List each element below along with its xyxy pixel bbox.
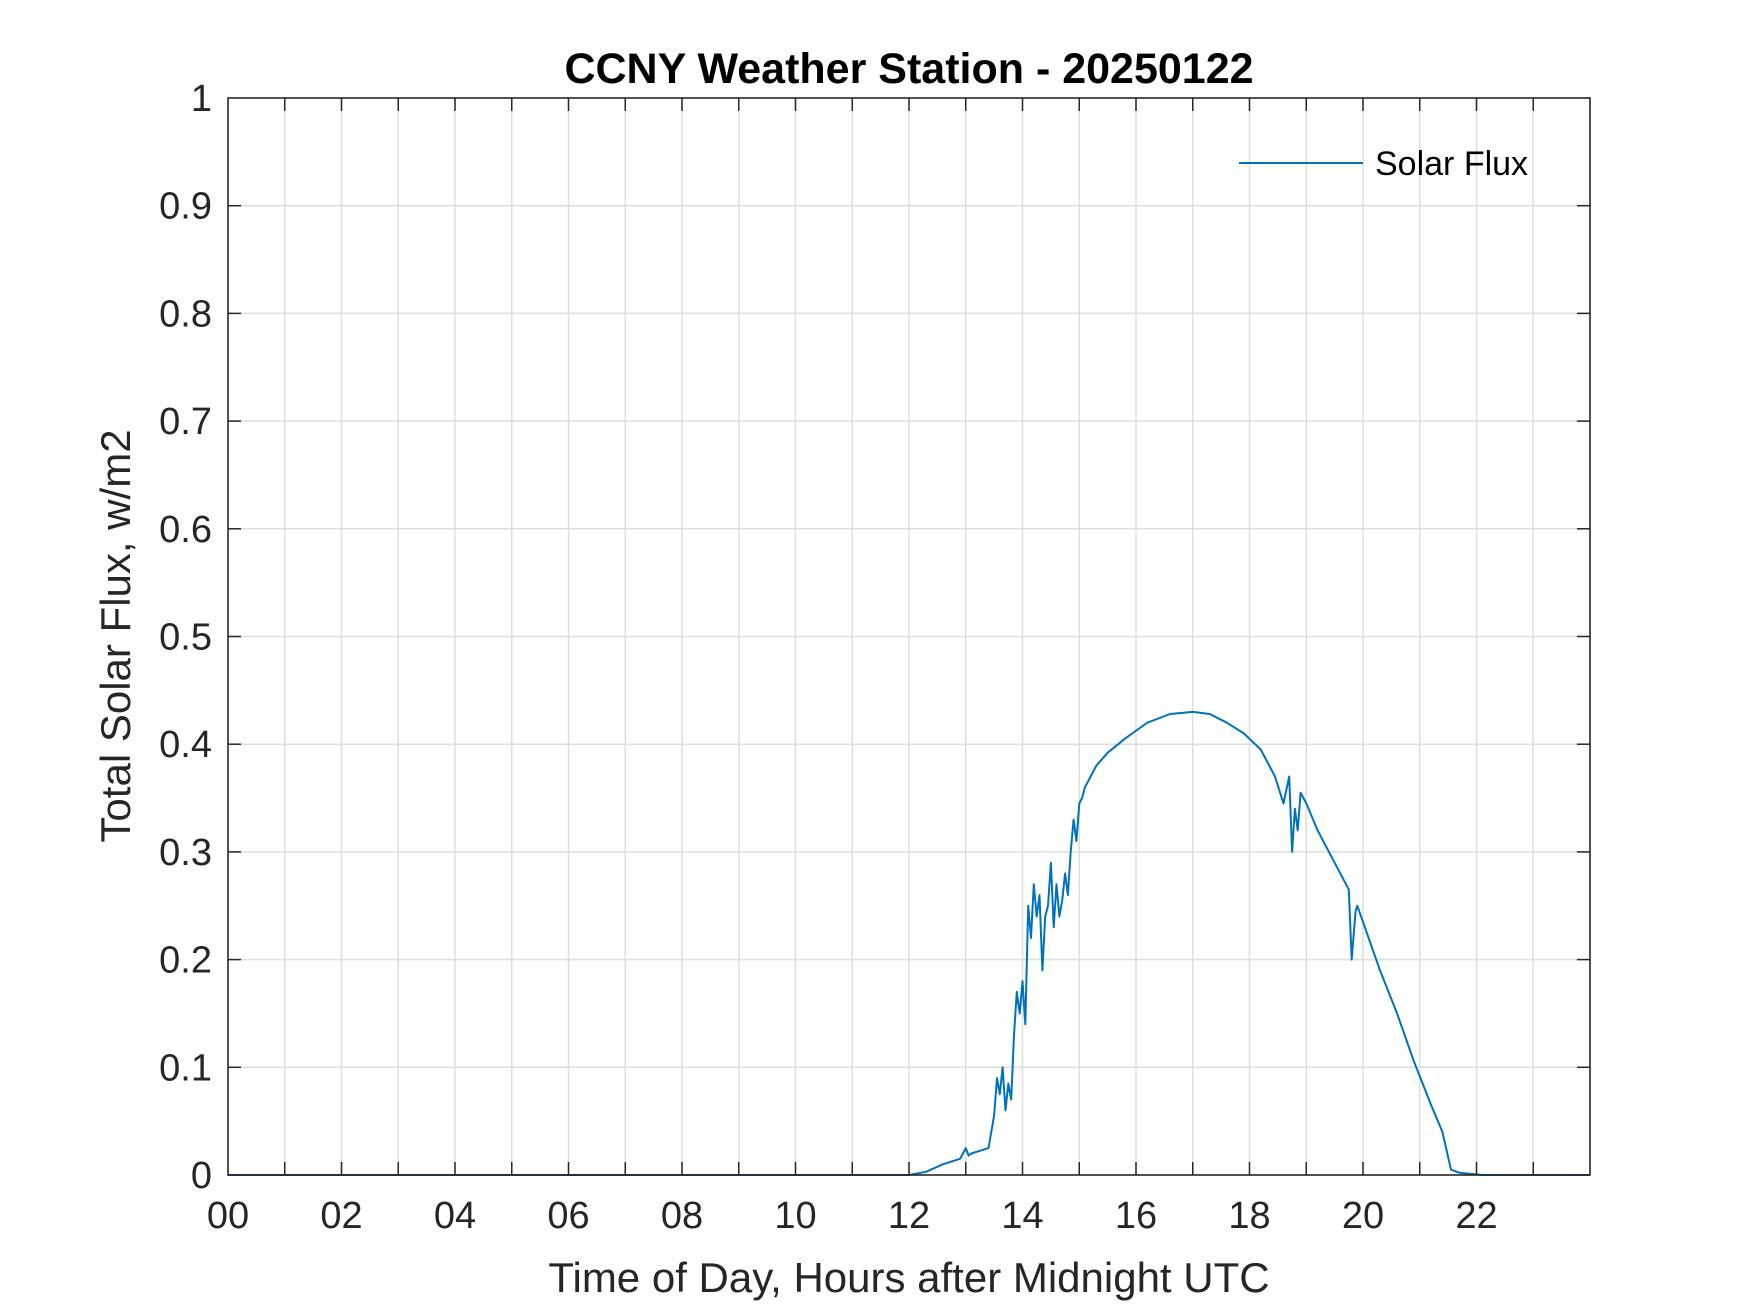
y-tick-labels: 0 0.1 0.2 0.3 0.4 0.5 0.6 0.7 0.8 0.9 1 (159, 78, 212, 1197)
y-tick-label: 0.3 (159, 832, 212, 874)
y-tick-label: 0.9 (159, 186, 212, 228)
x-tick-label: 02 (320, 1195, 362, 1237)
x-tick-label: 06 (547, 1195, 589, 1237)
x-tick-label: 04 (434, 1195, 476, 1237)
x-tick-labels: 00 02 04 06 08 10 12 14 16 18 20 22 (207, 1195, 1498, 1237)
y-tick-label: 0.1 (159, 1047, 212, 1089)
chart-title: CCNY Weather Station - 20250122 (564, 45, 1253, 93)
x-tick-label: 08 (661, 1195, 703, 1237)
y-tick-label: 0.6 (159, 509, 212, 551)
tick-marks (228, 98, 1590, 1175)
y-axis-label: Total Solar Flux, w/m2 (92, 429, 139, 842)
x-tick-label: 12 (888, 1195, 930, 1237)
x-tick-label: 00 (207, 1195, 249, 1237)
series-line-solar-flux (228, 710, 1590, 1176)
legend: Solar Flux (1239, 145, 1528, 183)
x-tick-label: 20 (1342, 1195, 1384, 1237)
series-layer (228, 710, 1590, 1176)
x-tick-label: 10 (774, 1195, 816, 1237)
y-tick-label: 0.5 (159, 617, 212, 659)
y-tick-label: 0 (191, 1155, 212, 1197)
y-tick-label: 1 (191, 78, 212, 120)
grid-lines (228, 98, 1590, 1175)
legend-label-solar-flux: Solar Flux (1375, 145, 1528, 183)
y-tick-label: 0.8 (159, 293, 212, 335)
y-tick-label: 0.4 (159, 724, 212, 766)
y-tick-label: 0.2 (159, 940, 212, 982)
x-tick-label: 16 (1115, 1195, 1157, 1237)
x-tick-label: 22 (1455, 1195, 1497, 1237)
y-tick-label: 0.7 (159, 401, 212, 443)
x-tick-label: 18 (1228, 1195, 1270, 1237)
x-tick-label: 14 (1001, 1195, 1043, 1237)
x-axis-label: Time of Day, Hours after Midnight UTC (548, 1254, 1269, 1301)
